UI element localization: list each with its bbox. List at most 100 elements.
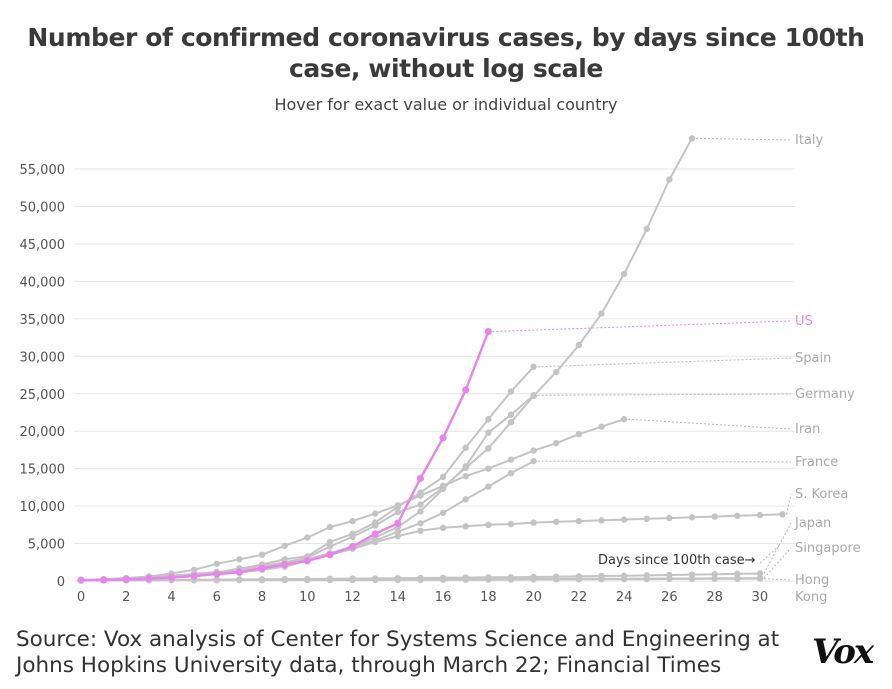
data-point[interactable]: [394, 519, 402, 527]
data-point[interactable]: [530, 576, 537, 583]
data-point[interactable]: [598, 576, 605, 583]
data-point[interactable]: [530, 447, 537, 454]
line-chart[interactable]: 0 5,000 10,000 15,000 20,000 25,000 30,000 35,0…: [0, 0, 892, 620]
data-point[interactable]: [598, 423, 605, 430]
data-point[interactable]: [77, 576, 85, 584]
data-point[interactable]: [643, 225, 650, 233]
data-point[interactable]: [326, 576, 334, 584]
data-point[interactable]: [485, 521, 492, 529]
data-point[interactable]: [281, 542, 288, 549]
data-point[interactable]: [439, 576, 447, 583]
data-point[interactable]: [167, 573, 176, 582]
data-point[interactable]: [371, 530, 379, 538]
data-point[interactable]: [734, 570, 741, 578]
data-point[interactable]: [620, 516, 628, 523]
data-point[interactable]: [371, 519, 379, 526]
data-point[interactable]: [530, 457, 537, 465]
data-point[interactable]: [688, 135, 696, 142]
data-point[interactable]: [462, 444, 469, 451]
country-lines[interactable]: [77, 135, 786, 584]
data-point[interactable]: [507, 456, 515, 463]
data-point[interactable]: [530, 519, 537, 526]
data-point[interactable]: [236, 556, 243, 563]
series-line[interactable]: [80, 418, 625, 581]
series-s-korea[interactable]: [77, 511, 786, 584]
series-line[interactable]: [80, 513, 783, 582]
data-point[interactable]: [462, 496, 469, 503]
data-point[interactable]: [598, 517, 605, 524]
data-point[interactable]: [281, 556, 288, 563]
data-point[interactable]: [688, 575, 696, 583]
series-us[interactable]: [77, 327, 492, 584]
data-point[interactable]: [620, 416, 628, 423]
data-point[interactable]: [303, 557, 311, 565]
series-spain[interactable]: [77, 363, 537, 584]
data-point[interactable]: [304, 534, 311, 541]
highlight-line[interactable]: [77, 327, 492, 584]
data-point[interactable]: [213, 570, 221, 578]
series-iran[interactable]: [77, 416, 628, 584]
data-point[interactable]: [417, 527, 424, 535]
data-point[interactable]: [394, 576, 402, 584]
data-point[interactable]: [439, 482, 447, 490]
data-point[interactable]: [416, 474, 425, 482]
data-point[interactable]: [122, 575, 130, 583]
data-point[interactable]: [462, 576, 469, 583]
data-point[interactable]: [507, 411, 515, 418]
data-point[interactable]: [711, 575, 718, 583]
data-point[interactable]: [575, 341, 583, 349]
data-point[interactable]: [213, 560, 220, 567]
data-point[interactable]: [507, 388, 515, 395]
data-point[interactable]: [417, 576, 424, 584]
data-point[interactable]: [484, 327, 492, 336]
data-point[interactable]: [756, 570, 764, 577]
data-point[interactable]: [439, 473, 447, 481]
data-point[interactable]: [417, 508, 424, 515]
data-point[interactable]: [734, 512, 741, 520]
data-point[interactable]: [643, 575, 650, 583]
series-line[interactable]: [80, 394, 535, 581]
data-point[interactable]: [553, 576, 560, 583]
data-point[interactable]: [417, 501, 424, 508]
data-point[interactable]: [620, 270, 628, 278]
data-point[interactable]: [349, 576, 356, 584]
data-point[interactable]: [462, 463, 469, 470]
data-point[interactable]: [258, 576, 266, 584]
data-point[interactable]: [620, 575, 628, 583]
data-point[interactable]: [417, 520, 424, 527]
data-point[interactable]: [507, 576, 515, 583]
data-point[interactable]: [326, 523, 334, 531]
data-point[interactable]: [439, 509, 447, 517]
data-point[interactable]: [575, 517, 583, 525]
data-point[interactable]: [666, 575, 673, 583]
data-point[interactable]: [326, 538, 334, 546]
data-point[interactable]: [643, 515, 650, 523]
data-point[interactable]: [235, 568, 244, 576]
data-point[interactable]: [666, 176, 673, 183]
data-point[interactable]: [258, 551, 266, 558]
data-point[interactable]: [213, 576, 220, 584]
data-point[interactable]: [575, 430, 583, 438]
data-point[interactable]: [485, 576, 492, 583]
data-point[interactable]: [553, 439, 560, 447]
data-point[interactable]: [326, 543, 334, 550]
data-point[interactable]: [462, 523, 469, 530]
data-point[interactable]: [371, 538, 379, 546]
data-point[interactable]: [462, 472, 469, 480]
data-point[interactable]: [485, 483, 492, 490]
data-point[interactable]: [485, 416, 492, 423]
data-point[interactable]: [575, 576, 583, 583]
data-point[interactable]: [326, 551, 334, 559]
data-point[interactable]: [348, 542, 357, 551]
data-point[interactable]: [688, 514, 696, 521]
data-point[interactable]: [394, 532, 402, 540]
data-point[interactable]: [756, 575, 764, 582]
data-point[interactable]: [349, 517, 356, 525]
data-point[interactable]: [666, 514, 673, 522]
data-point[interactable]: [734, 575, 741, 582]
data-point[interactable]: [439, 434, 447, 442]
data-point[interactable]: [507, 469, 515, 477]
data-point[interactable]: [145, 574, 153, 583]
data-point[interactable]: [485, 445, 492, 452]
data-point[interactable]: [281, 576, 288, 584]
